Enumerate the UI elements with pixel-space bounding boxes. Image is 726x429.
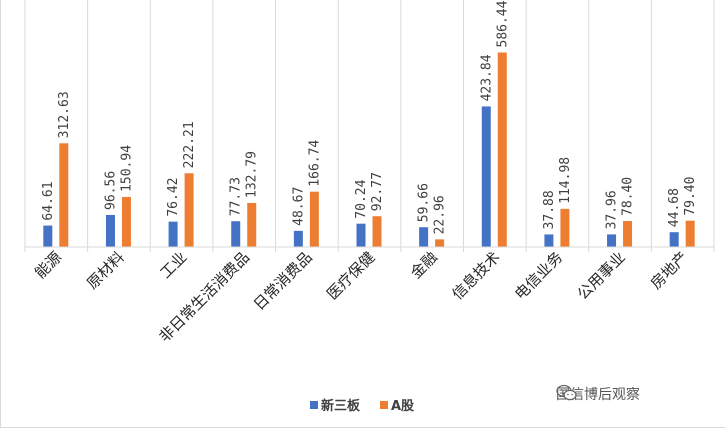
legend-swatch (310, 401, 318, 409)
data-label: 312.63 (57, 91, 72, 138)
bar-ashare (59, 143, 69, 247)
watermark: 国信博后观察 (556, 384, 640, 404)
bar-xinsanban (544, 234, 554, 247)
data-label: 78.40 (621, 177, 636, 216)
category-label: 房地产 (647, 248, 692, 293)
category-label: 电信业务 (511, 248, 566, 303)
bar-ashare (497, 52, 507, 247)
legend-entry: 新三板 (321, 398, 361, 414)
data-label: 70.24 (354, 179, 369, 218)
bar-ashare (184, 173, 194, 247)
bar-ashare (685, 220, 695, 247)
bar-xinsanban (356, 223, 366, 247)
data-label: 77.73 (229, 177, 244, 216)
data-label: 59.66 (417, 183, 432, 222)
data-label: 114.98 (558, 157, 573, 204)
data-label: 64.61 (41, 181, 56, 220)
bar-xinsanban (607, 234, 617, 247)
data-label: 79.40 (683, 177, 698, 216)
bar-xinsanban (168, 221, 178, 247)
data-label: 37.88 (542, 190, 557, 229)
bar-ashare (372, 216, 382, 247)
legend-entry: A股 (391, 399, 414, 414)
bar-xinsanban (419, 227, 429, 247)
data-label: 76.42 (166, 178, 181, 217)
data-label: 423.84 (479, 54, 494, 101)
data-label: 92.77 (370, 172, 385, 211)
data-label: 222.21 (182, 121, 197, 168)
data-label: 150.94 (119, 145, 134, 192)
data-label: 166.74 (307, 140, 322, 187)
bar-xinsanban (481, 106, 491, 248)
data-label: 44.68 (667, 188, 682, 227)
category-label: 金融 (407, 248, 441, 282)
bar-xinsanban (669, 232, 679, 247)
bar-ashare (121, 196, 131, 247)
legend-swatch (380, 401, 388, 409)
bar-xinsanban (43, 225, 53, 247)
category-label: 原材料 (83, 248, 128, 293)
bar-xinsanban (105, 214, 115, 247)
category-label: 日常消费品 (250, 248, 316, 314)
category-label: 能源 (31, 248, 65, 282)
category-label: 信息技术 (448, 248, 503, 303)
bar-ashare (623, 220, 633, 247)
bar-ashare (309, 191, 319, 247)
category-label: 公用事业 (574, 248, 629, 303)
data-label: 22.96 (433, 195, 448, 234)
data-label: 96.56 (103, 171, 118, 210)
legend: 新三板 A股 (310, 398, 414, 414)
data-label: 37.96 (605, 190, 620, 229)
category-label: 医疗保健 (323, 248, 378, 303)
bar-ashare (247, 202, 257, 247)
category-label: 工业 (156, 248, 190, 282)
bar-ashare (435, 239, 445, 247)
bar-ashare (560, 208, 570, 247)
bar-xinsanban (293, 230, 303, 247)
watermark-text: 国信博后观察 (556, 387, 640, 403)
data-label: 48.67 (291, 187, 306, 226)
bar-xinsanban (231, 221, 241, 247)
wechat-icon (556, 384, 577, 401)
data-label: 586.44 (495, 0, 510, 47)
data-label: 132.79 (245, 151, 260, 198)
